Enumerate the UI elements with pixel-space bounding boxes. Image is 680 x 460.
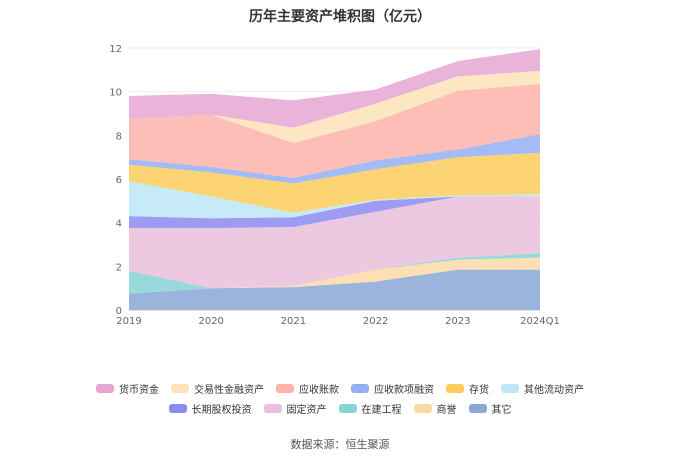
area-series-交易性金融资产 [129, 70, 540, 143]
legend-item[interactable]: 交易性金融资产 [171, 381, 264, 396]
legend-label: 应收款项融资 [374, 384, 434, 396]
legend-label: 长期股权投资 [191, 404, 252, 416]
legend-row: 货币资金 交易性金融资产 应收账款 应收款项融资 存货 其他流动资产 [0, 378, 680, 398]
area-series-在建工程 [129, 253, 540, 294]
legend-item[interactable]: 应收账款 [276, 381, 339, 396]
chart-title: 历年主要资产堆积图（亿元） [249, 9, 431, 25]
legend-item[interactable]: 商誉 [413, 401, 457, 416]
legend-swatch [468, 403, 487, 413]
legend-label: 其它 [491, 404, 512, 416]
area-series-应收账款 [129, 84, 540, 178]
area-series-其它 [129, 269, 540, 310]
area-series-固定资产 [129, 196, 540, 289]
legend-swatch [413, 403, 432, 413]
axes: 0 2 4 6 8 10 12 2019 2020 2021 2022 2023 2024Q1 [109, 44, 560, 327]
legend-label: 其他流动资产 [524, 384, 584, 396]
area-series-长期股权投资 [129, 196, 540, 229]
x-tick-label: 2019 [116, 316, 141, 327]
x-tick-label: 2020 [198, 316, 223, 327]
legend-item[interactable]: 固定资产 [263, 401, 327, 416]
legend-swatch [338, 403, 357, 413]
legend-swatch [263, 403, 282, 413]
stacked-area-chart: 0 2 4 6 8 10 12 2019 2020 2021 2022 2023 2024Q1 [109, 44, 560, 327]
legend-swatch [168, 403, 187, 413]
legend-item[interactable]: 其它 [468, 401, 512, 416]
area-series-存货 [129, 152, 540, 213]
legend-label: 固定资产 [286, 404, 327, 416]
y-tick-label: 12 [109, 44, 122, 55]
legend-label: 存货 [469, 384, 489, 396]
legend-swatch [351, 383, 369, 393]
area-series [129, 49, 540, 310]
legend-label: 在建工程 [361, 404, 402, 416]
x-tick-label: 2024Q1 [520, 316, 560, 327]
legend: 货币资金 交易性金融资产 应收账款 应收款项融资 存货 其他流动资产长期股权投资 固定资产 在… [0, 378, 680, 418]
area-series-应收款项融资 [129, 134, 540, 184]
y-tick-label: 10 [109, 88, 122, 99]
x-tick-label: 2022 [363, 316, 388, 327]
legend-swatch [276, 383, 294, 393]
legend-swatch [446, 383, 464, 393]
legend-item[interactable]: 应收款项融资 [351, 381, 434, 396]
area-series-商誉 [129, 257, 540, 294]
data-source-note: 数据来源：恒生聚源 [290, 438, 390, 451]
legend-item[interactable]: 货币资金 [96, 381, 159, 396]
legend-swatch [96, 383, 114, 393]
legend-swatch [501, 383, 519, 393]
y-tick-label: 2 [116, 262, 122, 273]
area-series-其他流动资产 [129, 181, 540, 219]
legend-swatch [171, 383, 189, 393]
x-tick-label: 2023 [445, 316, 470, 327]
y-tick-label: 6 [116, 175, 122, 186]
legend-label: 货币资金 [119, 384, 159, 396]
legend-item[interactable]: 长期股权投资 [168, 401, 252, 416]
x-tick-label: 2021 [281, 316, 306, 327]
area-series-货币资金 [129, 49, 540, 128]
legend-label: 应收账款 [299, 384, 339, 396]
legend-item[interactable]: 存货 [446, 381, 489, 396]
legend-label: 商誉 [436, 404, 457, 416]
legend-label: 交易性金融资产 [194, 384, 264, 396]
y-tick-label: 4 [116, 219, 122, 230]
y-tick-label: 8 [116, 131, 122, 142]
legend-row: 长期股权投资 固定资产 在建工程 商誉 其它 [0, 398, 680, 418]
legend-item[interactable]: 其他流动资产 [501, 381, 584, 396]
y-tick-label: 0 [116, 306, 122, 317]
legend-item[interactable]: 在建工程 [338, 401, 402, 416]
